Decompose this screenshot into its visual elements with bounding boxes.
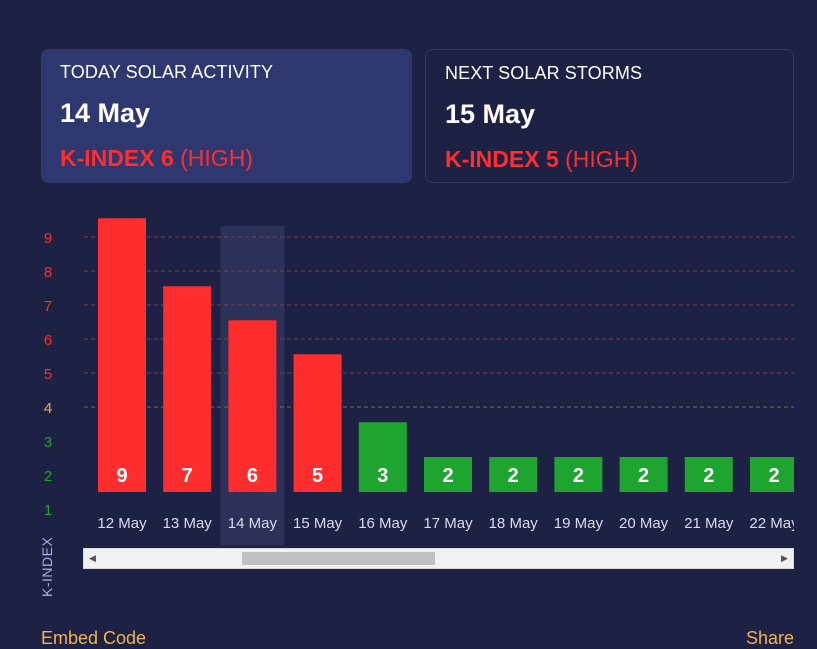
y-tick-label: 6 — [44, 332, 52, 349]
next-card-date: 15 May — [445, 99, 536, 129]
y-tick-label: 2 — [44, 468, 52, 485]
bar-data-label: 3 — [377, 465, 388, 487]
today-card-date: 14 May — [60, 98, 151, 128]
bar-data-label: 2 — [703, 465, 714, 487]
bar-13-may — [163, 286, 212, 492]
bar-data-label: 2 — [442, 465, 453, 487]
y-axis-label: K-INDEX — [39, 536, 55, 597]
today-k-level: (HIGH) — [180, 145, 253, 171]
today-k-value: K-INDEX 6 — [60, 145, 174, 171]
chart-scrollbar[interactable]: ◀ ▶ — [83, 548, 794, 569]
next-storms-card: NEXT SOLAR STORMS 15 May K-INDEX 5 (HIGH… — [425, 49, 794, 183]
y-tick-label: 8 — [44, 264, 52, 281]
x-tick-label: 15 May — [293, 515, 343, 532]
y-tick-label: 7 — [44, 298, 52, 315]
bar-data-label: 2 — [573, 465, 584, 487]
bar-19-may — [554, 457, 603, 492]
bar-17-may — [424, 457, 472, 492]
today-activity-card: TODAY SOLAR ACTIVITY 14 May K-INDEX 6 (H… — [41, 49, 412, 183]
x-tick-label: 19 May — [554, 515, 604, 532]
bar-16-may — [358, 422, 407, 492]
bar-data-label: 2 — [508, 465, 519, 487]
today-k-index: K-INDEX 6 (HIGH) — [60, 145, 393, 172]
bar-data-label: 9 — [116, 465, 127, 487]
next-k-index: K-INDEX 5 (HIGH) — [445, 146, 774, 173]
scroll-right-arrow-icon[interactable]: ▶ — [781, 553, 788, 563]
x-tick-label: 21 May — [684, 515, 734, 532]
share-link[interactable]: Share — [745, 628, 794, 648]
bar-data-label: 5 — [312, 465, 323, 487]
bar-20-may — [619, 457, 668, 492]
bar-data-label: 2 — [768, 465, 779, 487]
scrollbar-thumb[interactable] — [242, 552, 435, 565]
bar-data-label: 7 — [182, 465, 193, 487]
x-tick-label: 17 May — [423, 515, 473, 532]
bar-21-may — [684, 457, 733, 492]
x-tick-label: 13 May — [163, 515, 213, 532]
bar-15-may — [293, 354, 342, 492]
y-tick-label: 4 — [44, 400, 52, 417]
scroll-left-arrow-icon[interactable]: ◀ — [89, 553, 96, 563]
embed-code-link[interactable]: Embed Code — [41, 628, 147, 648]
y-tick-label: 5 — [44, 366, 52, 383]
bar-14-may — [228, 320, 277, 492]
next-k-level: (HIGH) — [565, 146, 638, 172]
next-k-value: K-INDEX 5 — [445, 146, 559, 172]
x-tick-label: 20 May — [619, 515, 669, 532]
y-tick-label: 9 — [44, 230, 52, 247]
today-card-title: TODAY SOLAR ACTIVITY — [60, 62, 274, 82]
y-tick-label: 3 — [44, 434, 52, 451]
x-tick-label: 22 May — [749, 515, 799, 532]
bar-22-may — [750, 457, 794, 492]
bar-12-may — [98, 218, 146, 493]
bar-18-may — [489, 457, 538, 492]
k-index-chart: 1 2 3 4 5 6 7 8 9 9 12 May 7 13 May 6 14 May 5 15 May 3 16… — [44, 218, 799, 545]
x-tick-label: 16 May — [358, 515, 408, 532]
bars-group: 9 12 May 7 13 May 6 14 May 5 15 May 3 16 May 2 17 M… — [97, 218, 799, 532]
bar-data-label: 2 — [638, 465, 649, 487]
x-tick-label: 18 May — [489, 515, 539, 532]
x-tick-label: 12 May — [97, 515, 147, 532]
x-tick-label: 14 May — [228, 515, 278, 532]
bar-data-label: 6 — [247, 465, 258, 487]
next-card-title: NEXT SOLAR STORMS — [445, 63, 643, 83]
y-tick-label: 1 — [44, 502, 52, 519]
